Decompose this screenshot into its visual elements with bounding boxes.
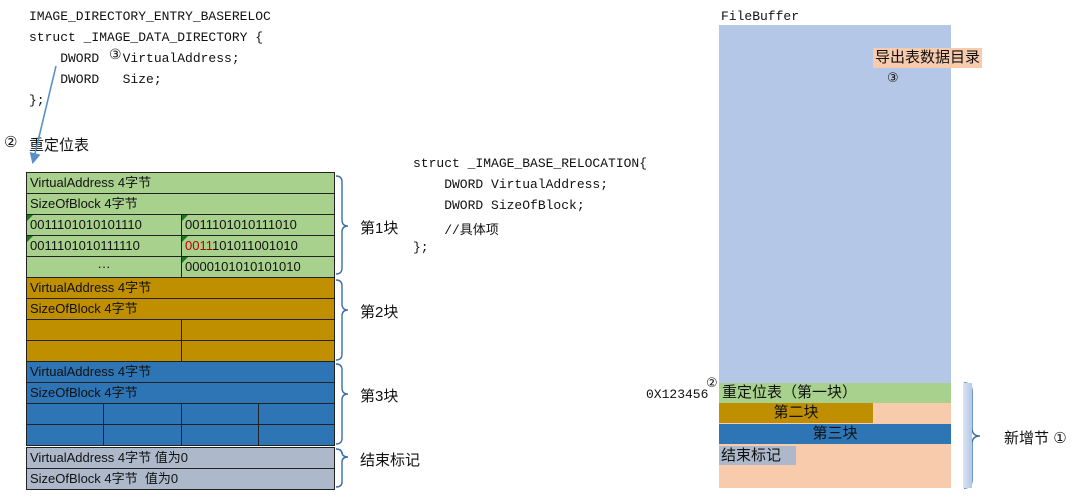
block1-entry: 0011101010101110 (26, 214, 182, 236)
block3-virtual-address: VirtualAddress 4字节 (26, 361, 335, 383)
code-line: }; (29, 93, 45, 108)
new-section-text: 新增节 (1004, 430, 1050, 447)
block2-entry (181, 319, 335, 341)
new-section-reloc-block1: 重定位表（第一块） (719, 383, 951, 403)
block2-size-of-block: SizeOfBlock 4字节 (26, 298, 335, 320)
code-line: struct _IMAGE_BASE_RELOCATION{ (413, 156, 648, 171)
code-line: DWORD Size; (29, 72, 162, 87)
end-virtual-address: VirtualAddress 4字节 值为0 (26, 447, 335, 469)
new-section-block3: 第三块 (719, 424, 951, 444)
file-buffer-title: FileBuffer (721, 9, 800, 24)
block1-entry: 0011101010111010 (181, 214, 335, 236)
marker-3-right: ③ (887, 70, 899, 85)
block1-entry-highlight: 0011101011001010 (181, 235, 335, 257)
code-line: struct _IMAGE_DATA_DIRECTORY { (29, 30, 264, 45)
code-line: }; (413, 240, 429, 255)
block1-entry: 0011101010111110 (26, 235, 182, 257)
new-section-block2: 第二块 (719, 403, 873, 423)
block2-entry (181, 340, 335, 362)
block3-entry (181, 424, 259, 446)
reloc-title: 重定位表 (29, 137, 90, 154)
entry-offset-bits: 101011001010 (212, 238, 298, 253)
block2-entry (26, 340, 182, 362)
new-section-end-marker: 结束标记 (719, 446, 796, 465)
brace-block1 (335, 175, 349, 275)
brace-block2 (335, 279, 349, 361)
block3-entry (258, 424, 335, 446)
block2-label: 第2块 (360, 304, 399, 321)
file-buffer (719, 25, 951, 383)
reloc-address: 0X123456 (646, 387, 709, 402)
block3-entry (103, 424, 182, 446)
code-line: //具体项 (413, 223, 499, 238)
block3-entry (103, 403, 182, 425)
block1-size-of-block: SizeOfBlock 4字节 (26, 193, 335, 215)
export-directory-box: 导出表数据目录 (873, 48, 983, 68)
marker-1: ① (1053, 430, 1067, 447)
end-size-of-block: SizeOfBlock 4字节 值为0 (26, 468, 335, 490)
marker-3-left: ③ (108, 46, 123, 63)
block3-entry (181, 403, 259, 425)
block1-entry: 0000101010101010 (181, 256, 335, 278)
marker-2-right: ② (706, 375, 718, 390)
block3-label: 第3块 (360, 388, 399, 405)
marker-2-left: ② (4, 134, 18, 151)
code-line: DWORD VirtualAddress; (413, 177, 609, 192)
new-section-bar (963, 383, 972, 488)
new-section-label: 新增节 ① (1004, 427, 1067, 448)
code-line: IMAGE_DIRECTORY_ENTRY_BASERELOC (29, 9, 271, 24)
code-line: DWORD VirtualAddress; (29, 51, 240, 66)
brace-end (335, 448, 349, 488)
block3-size-of-block: SizeOfBlock 4字节 (26, 382, 335, 404)
block3-entry (26, 424, 104, 446)
block3-entry (258, 403, 335, 425)
block1-label: 第1块 (360, 220, 399, 237)
code-line: DWORD SizeOfBlock; (413, 198, 585, 213)
block3-entry (26, 403, 104, 425)
block1-ellipsis: ··· (26, 256, 182, 278)
end-label: 结束标记 (360, 452, 421, 469)
block1-virtual-address: VirtualAddress 4字节 (26, 172, 335, 194)
block2-entry (26, 319, 182, 341)
brace-block3 (335, 363, 349, 445)
block2-virtual-address: VirtualAddress 4字节 (26, 277, 335, 299)
entry-type-bits: 0011 (185, 238, 212, 253)
